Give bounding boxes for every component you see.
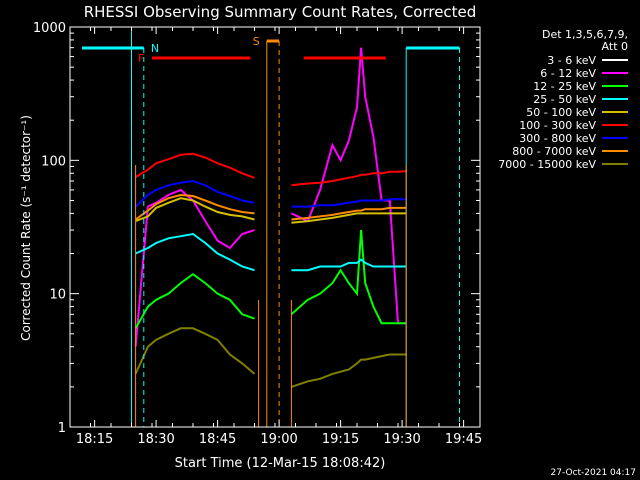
x-tick-label: 18:45 (199, 432, 236, 447)
annotation-s: S (253, 35, 260, 48)
series-line (135, 152, 255, 179)
overlay-layer: NF S (82, 27, 460, 427)
legend-entry: 100 - 300 keV (519, 119, 596, 132)
legend-entry: 300 - 800 keV (519, 132, 596, 145)
series-line (291, 170, 407, 187)
series-layer (134, 47, 407, 388)
x-axis-label: Start Time (12-Mar-15 18:08:42) (175, 456, 386, 471)
x-tick-label: 19:45 (445, 432, 482, 447)
series-line (135, 232, 255, 272)
axis-layer: 18:15 18:30 18:45 19:00 19:15 19:30 19:45 1 10 10… (33, 21, 482, 447)
series-line (135, 197, 255, 223)
series-line (135, 193, 255, 221)
legend-entry: 6 - 12 keV (540, 67, 596, 80)
legend-header: Det 1,3,5,6,7,9, (542, 28, 628, 41)
series-line (134, 272, 255, 329)
y-tick-label: 10 (49, 288, 66, 303)
legend-entry: 25 - 50 keV (533, 93, 596, 106)
y-axis-label: Corrected Count Rate (s⁻¹ detector⁻¹) (19, 115, 33, 341)
x-tick-label: 18:15 (76, 432, 113, 447)
x-tick-label: 18:30 (137, 432, 174, 447)
chart-title: RHESSI Observing Summary Count Rates, Co… (84, 3, 477, 21)
y-tick-label: 100 (41, 154, 66, 169)
annotation-n: N (151, 42, 159, 55)
y-tick-label: 1 (58, 421, 66, 436)
legend-entry: 50 - 100 keV (526, 106, 596, 119)
legend-entry: 7000 - 15000 keV (498, 158, 596, 171)
y-tick-label: 1000 (33, 21, 66, 36)
x-tick-label: 19:00 (260, 432, 297, 447)
annotation-f: F (138, 52, 144, 65)
x-tick-label: 19:15 (322, 432, 359, 447)
legend-entry: 800 - 7000 keV (512, 145, 596, 158)
series-line (134, 327, 256, 375)
series-line (291, 98, 407, 215)
footer-date: 27-Oct-2021 04:17 (551, 468, 636, 478)
x-tick-label: 19:30 (383, 432, 420, 447)
legend-entry: 3 - 6 keV (547, 54, 596, 67)
series-line (291, 206, 407, 221)
series-line (291, 353, 407, 388)
series-line (291, 198, 407, 208)
series-line (291, 212, 407, 224)
series-line (134, 179, 255, 208)
series-line (291, 258, 407, 272)
legend-header: Att 0 (602, 40, 628, 53)
legend-entry: 12 - 25 keV (533, 80, 596, 93)
